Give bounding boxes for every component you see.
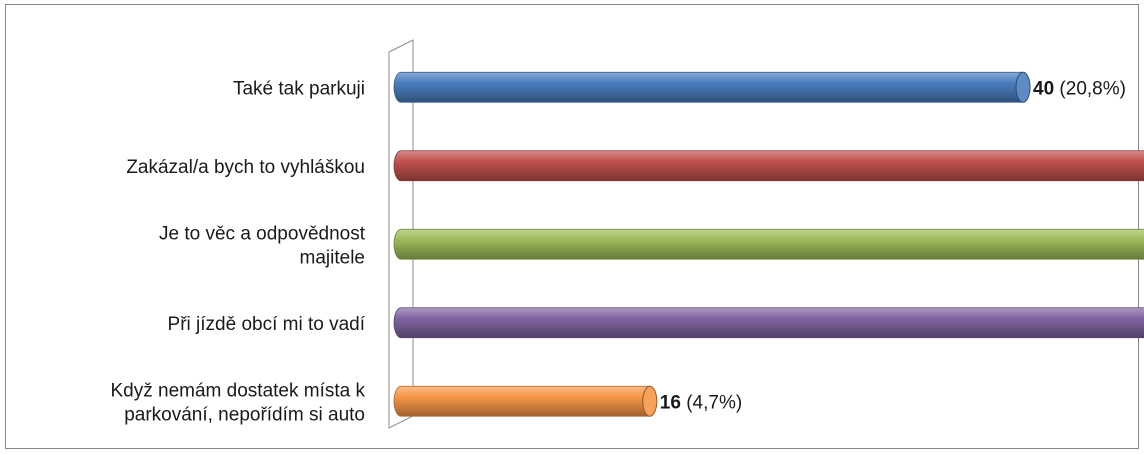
- bar-4: [393, 307, 1144, 339]
- category-label: Také tak parkuji: [233, 78, 365, 99]
- bar-1: [393, 71, 1031, 103]
- category-label: Je to věc a odpovědnost: [159, 223, 366, 244]
- data-label: 16 (4,7%): [660, 392, 742, 413]
- chart-frame: [5, 4, 1139, 449]
- bar-5: [393, 385, 658, 417]
- category-label: parkování, nepořídím si auto: [124, 404, 365, 425]
- category-label: Když nemám dostatek místa k: [111, 380, 366, 401]
- category-label: Při jízdě obcí mi to vadí: [168, 314, 366, 335]
- bar-3: [393, 228, 1144, 260]
- data-label: 40 (20,8%): [1033, 78, 1126, 99]
- category-label: Zakázal/a bych to vyhláškou: [126, 157, 365, 178]
- category-label: majitele: [300, 247, 365, 268]
- bar-2: [393, 150, 1144, 182]
